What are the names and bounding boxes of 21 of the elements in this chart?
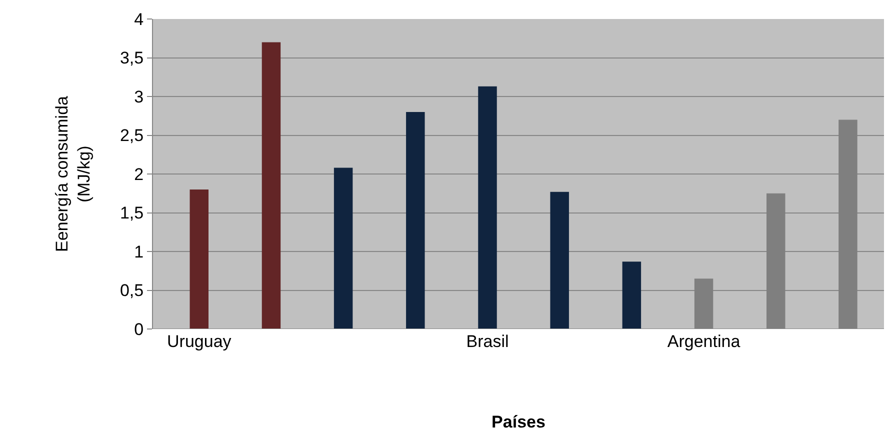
bar (550, 192, 569, 329)
y-tick-label: 3,5 (120, 48, 144, 68)
y-tick-label: 0 (134, 320, 144, 339)
y-tick-label: 1,5 (120, 204, 144, 223)
x-tick-label: Uruguay (167, 332, 232, 351)
y-tick-label: 0,5 (120, 281, 144, 300)
y-axis-title: Eenergía consumida (MJ/kg) (52, 95, 94, 252)
bar (406, 112, 425, 329)
bar (478, 86, 497, 329)
bar (262, 42, 281, 329)
x-tick-label: Brasil (466, 332, 509, 351)
bar (190, 190, 209, 329)
y-tick-label: 4 (134, 10, 144, 29)
bar (622, 262, 642, 329)
y-tick-label: 1 (134, 242, 144, 262)
bar (334, 168, 353, 329)
y-tick-label: 3 (134, 87, 144, 106)
x-tick-label: Argentina (667, 332, 741, 351)
y-tick-label: 2,5 (120, 126, 144, 146)
x-axis-title: Países (492, 412, 546, 432)
y-tick-label: 2 (134, 164, 144, 184)
